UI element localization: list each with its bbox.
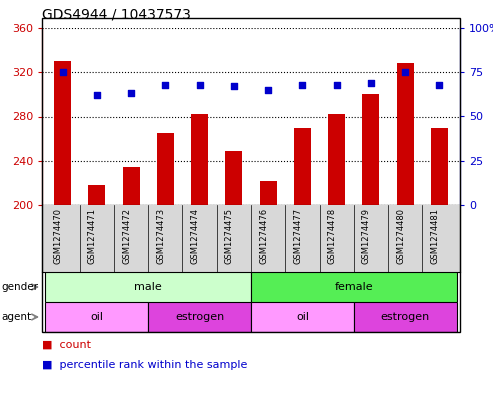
Text: estrogen: estrogen (381, 312, 430, 322)
Text: GSM1274480: GSM1274480 (396, 208, 405, 264)
Point (401, 69, 409, 75)
Point (127, 90, 135, 97)
Text: GSM1274470: GSM1274470 (54, 208, 63, 264)
Point (264, 87, 272, 93)
Text: GDS4944 / 10437573: GDS4944 / 10437573 (42, 8, 191, 22)
Bar (45, 302, 148, 332)
Text: GSM1274476: GSM1274476 (259, 208, 268, 264)
Text: GSM1274477: GSM1274477 (293, 208, 302, 264)
Bar (251, 302, 354, 332)
Bar (431, 128, 448, 205)
Bar (123, 167, 140, 205)
Bar (396, 63, 414, 205)
Point (435, 81, 443, 88)
Point (93, 92, 101, 98)
Text: GSM1274475: GSM1274475 (225, 208, 234, 264)
Text: ■  count: ■ count (42, 340, 91, 350)
Bar (88, 185, 106, 205)
Point (298, 81, 306, 88)
Point (367, 80, 375, 86)
Text: female: female (334, 282, 373, 292)
Point (161, 81, 169, 88)
Text: gender: gender (1, 282, 38, 292)
Point (196, 81, 204, 88)
Bar (251, 272, 457, 302)
Bar (294, 128, 311, 205)
Bar (157, 133, 174, 205)
Text: GSM1274478: GSM1274478 (328, 208, 337, 264)
Bar (328, 114, 345, 205)
Text: GSM1274474: GSM1274474 (191, 208, 200, 264)
Text: oil: oil (296, 312, 309, 322)
Text: ■  percentile rank within the sample: ■ percentile rank within the sample (42, 360, 247, 370)
Text: estrogen: estrogen (175, 312, 224, 322)
Text: GSM1274481: GSM1274481 (430, 208, 439, 264)
Text: GSM1274473: GSM1274473 (156, 208, 165, 264)
Text: oil: oil (90, 312, 104, 322)
Bar (354, 302, 457, 332)
Text: GSM1274472: GSM1274472 (122, 208, 131, 264)
Bar (54, 61, 71, 205)
Text: GSM1274471: GSM1274471 (88, 208, 97, 264)
Point (230, 83, 238, 90)
Bar (362, 94, 380, 205)
Bar (191, 114, 208, 205)
Text: agent: agent (1, 312, 32, 322)
Bar (260, 181, 277, 205)
Point (59, 69, 67, 75)
Bar (45, 272, 251, 302)
Bar (225, 151, 243, 205)
Text: male: male (134, 282, 162, 292)
Point (333, 81, 341, 88)
Bar (148, 302, 251, 332)
Text: GSM1274479: GSM1274479 (362, 208, 371, 264)
